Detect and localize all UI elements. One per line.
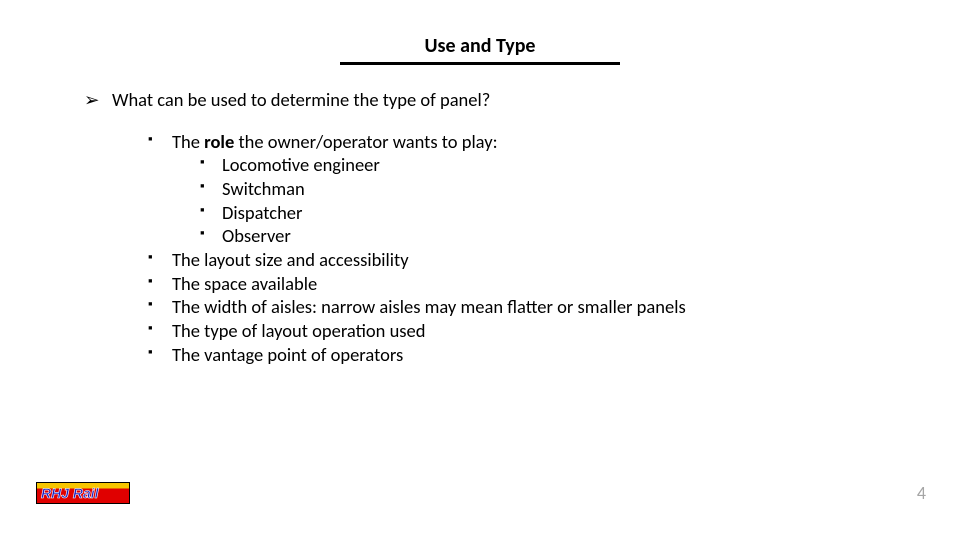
item-text: The vantage point of operators [172,343,403,366]
logo-text: RHJ Rail [41,485,99,501]
item-text: Dispatcher [222,201,302,224]
level3-list: Locomotive engineer Switchman Dispatcher… [140,153,900,248]
question-text: What can be used to determine the type o… [112,88,490,111]
slide-title: Use and Type [424,34,535,58]
item-text: The space available [172,272,317,295]
body-content: What can be used to determine the type o… [76,88,900,366]
list-item: Locomotive engineer [192,153,900,177]
list-item: The role the owner/operator wants to pla… [140,130,900,154]
list-item: The layout size and accessibility [140,248,900,272]
logo-badge: RHJ Rail [36,482,130,504]
list-item: The space available [140,272,900,296]
role-text-pre: The [172,130,204,153]
item-text: The width of aisles: narrow aisles may m… [172,295,686,318]
role-text-post: the owner/operator wants to play: [234,130,497,153]
question-item: What can be used to determine the type o… [76,88,900,112]
item-text: The type of layout operation used [172,319,425,342]
list-item: Dispatcher [192,201,900,225]
list-item: The vantage point of operators [140,343,900,367]
list-item: The width of aisles: narrow aisles may m… [140,295,900,319]
list-item: Observer [192,224,900,248]
item-text: The layout size and accessibility [172,248,409,271]
list-item: The type of layout operation used [140,319,900,343]
title-block: Use and Type [0,0,960,65]
slide: Use and Type What can be used to determi… [0,0,960,540]
item-text: Locomotive engineer [222,153,380,176]
list-item: Switchman [192,177,900,201]
page-number: 4 [917,482,926,504]
role-text-bold: role [204,130,234,153]
level2-list: The role the owner/operator wants to pla… [76,130,900,367]
item-text: Observer [222,224,291,247]
item-text: Switchman [222,177,305,200]
title-underline [340,62,620,65]
